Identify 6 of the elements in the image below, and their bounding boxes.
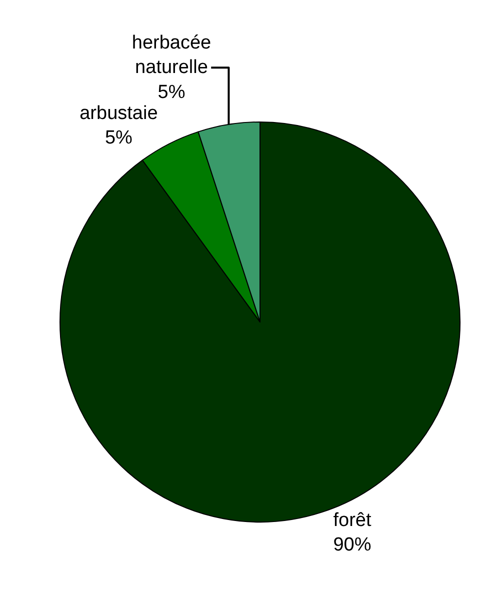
data-label: 5% — [158, 82, 186, 103]
data-label: 90% — [333, 534, 372, 556]
slice-label: herbacée naturelle — [132, 32, 212, 78]
slice-label: forêt — [333, 510, 372, 532]
slice-label: arbustaie — [80, 102, 158, 124]
data-label: 5% — [104, 128, 133, 149]
